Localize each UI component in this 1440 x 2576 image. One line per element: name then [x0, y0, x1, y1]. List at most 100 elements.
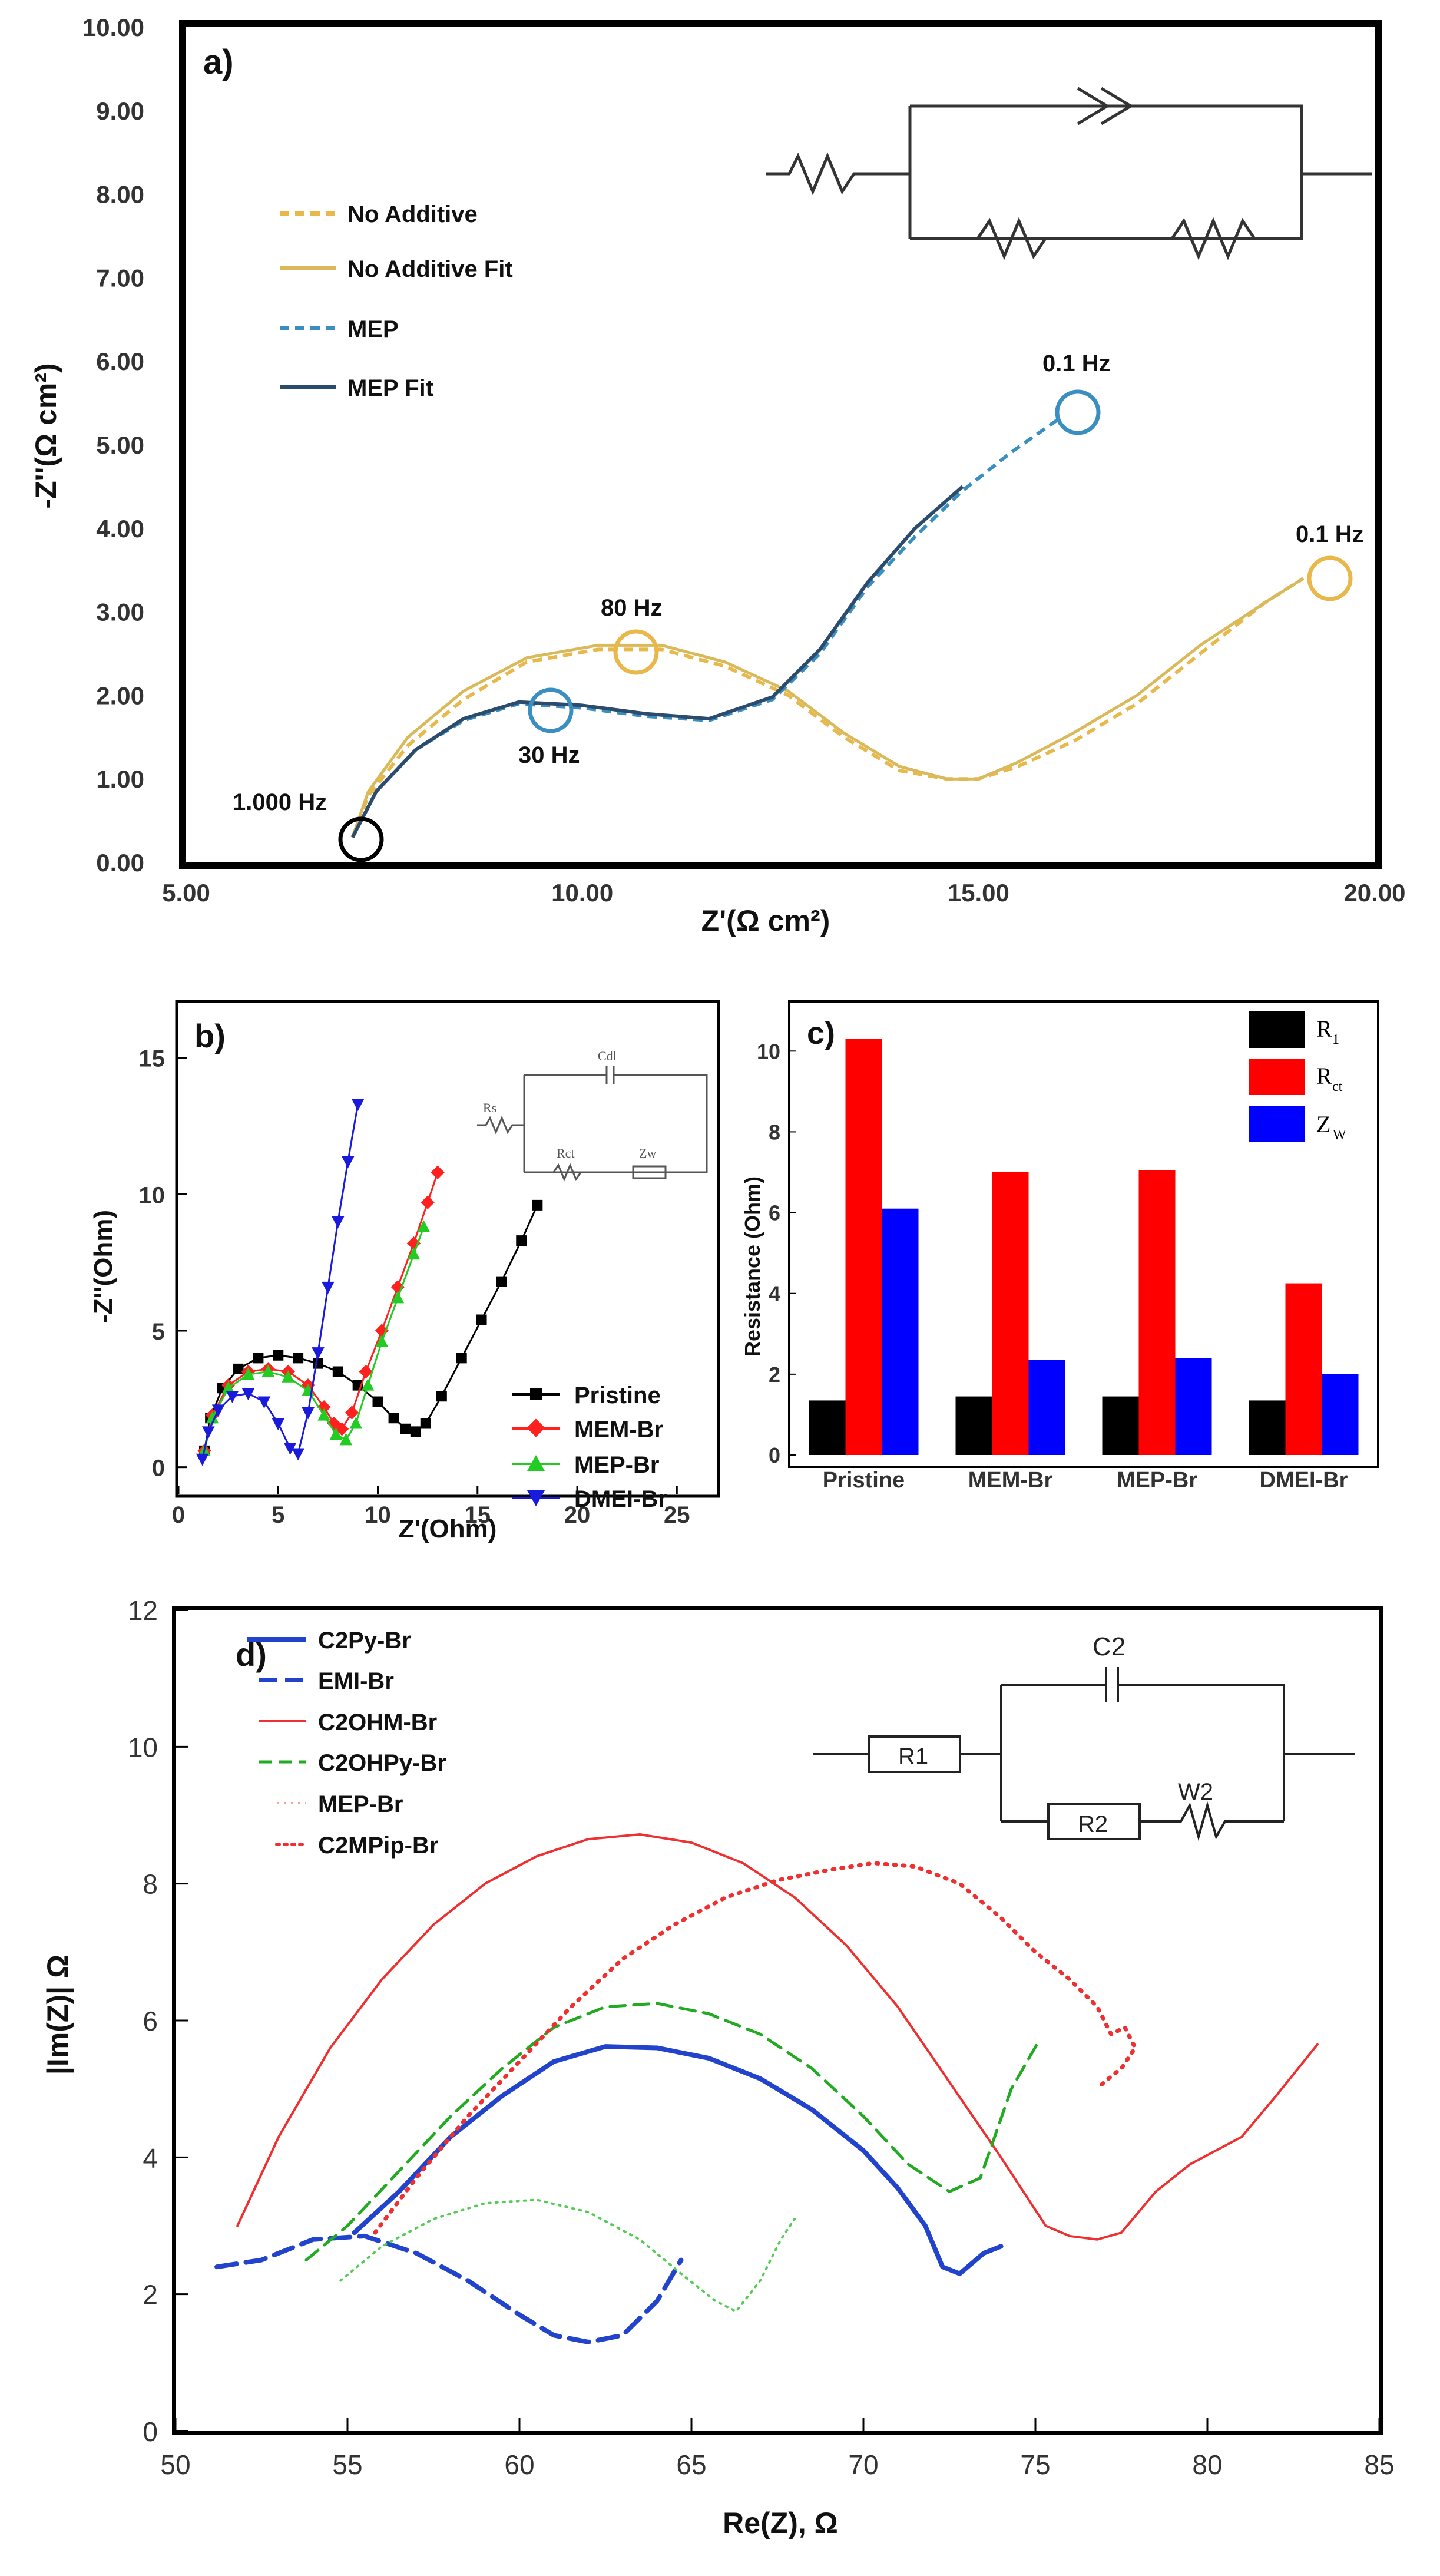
- panel-c-y-tick-3: 6: [769, 1201, 780, 1225]
- circuit-label-w2: W2: [1178, 1779, 1213, 1805]
- panel-b-point-mep-br-4: [261, 1364, 275, 1377]
- panel-c-bar-zw-mem-br: [1028, 1360, 1065, 1455]
- legend-marker-dmei-br: [527, 1490, 545, 1506]
- panel-a-label: a): [203, 43, 234, 81]
- panel-d-x-tick-4: 70: [848, 2449, 878, 2480]
- panel-d-y-tick-3: 6: [143, 2006, 158, 2036]
- panel-b-point-mep-br-14: [407, 1247, 421, 1260]
- panel-c-category-label-mem-br: MEM-Br: [968, 1468, 1053, 1493]
- panel-c-bar-r1-pristine: [809, 1400, 846, 1455]
- panel-b-point-mep-br-9: [339, 1433, 353, 1446]
- panel-b-point-pristine-11: [388, 1413, 399, 1424]
- legend-label-no-additive-fit: No Additive Fit: [347, 256, 513, 282]
- panel-b-point-pristine-16: [456, 1353, 467, 1364]
- panel-b-x-tick-4: 20: [564, 1502, 591, 1528]
- panel-b-point-mem-br-14: [406, 1236, 421, 1251]
- panel-d-series-emi-br: [214, 2233, 684, 2344]
- panel-c-category-label-pristine: Pristine: [823, 1468, 905, 1493]
- panel-c-label: c): [807, 1016, 835, 1051]
- panel-b-point-mep-br-2: [221, 1381, 235, 1394]
- panel-c-bar-r1-mem-br: [955, 1396, 992, 1455]
- panel-b-point-dmei-br-2: [211, 1404, 225, 1417]
- legend-label-mep-fit: MEP Fit: [347, 375, 433, 401]
- panel-b-point-mem-br-11: [359, 1364, 373, 1379]
- panel-b-series-line-mep-br: [203, 1226, 425, 1451]
- panel-d-frame: [172, 1606, 1383, 2435]
- panel-c-bar-zw-pristine: [882, 1208, 919, 1455]
- panel-b-point-pristine-17: [476, 1314, 487, 1325]
- panel-b-point-mep-br-10: [349, 1416, 363, 1429]
- panel-d-y-tick-1: 2: [143, 2280, 158, 2310]
- legend-label-rct: R: [1316, 1063, 1332, 1089]
- panel-b-point-pristine-12: [400, 1423, 411, 1434]
- panel-b-point-mep-br-5: [282, 1370, 294, 1383]
- panel-c-y-tick-0: 0: [769, 1443, 780, 1467]
- marker-1000hz: [338, 816, 384, 862]
- annotation-1000hz: 1.000 Hz: [233, 789, 327, 815]
- panel-a-x-tick-2: 15.00: [948, 879, 1009, 907]
- panel-a-frequency-markers: [338, 389, 1353, 862]
- panel-a-y-tick-0: 0.00: [96, 849, 144, 877]
- annotation-30hz: 30 Hz: [518, 742, 580, 768]
- annotation-0.1hz-mep: 0.1 Hz: [1042, 350, 1111, 376]
- panel-b-point-pristine-18: [496, 1276, 507, 1287]
- panel-b-point-pristine-6: [293, 1353, 304, 1364]
- panel-b-point-dmei-br-7: [283, 1443, 297, 1455]
- panel-c-category-label-dmei-br: DMEI-Br: [1260, 1468, 1348, 1493]
- marker-0.1hz-mep: [1055, 389, 1101, 435]
- legend-label-r1: R: [1316, 1016, 1332, 1042]
- legend-label-mep-br: MEP-Br: [574, 1452, 659, 1478]
- panel-c-y-tick-2: 4: [769, 1282, 780, 1306]
- panel-b-point-mep-br-7: [317, 1408, 330, 1421]
- legend-subscript-zw: W: [1333, 1127, 1346, 1143]
- panel-b-y-axis-label: -Z''(Ohm): [89, 1210, 118, 1323]
- annotation-80hz: 80 Hz: [601, 595, 663, 621]
- panel-d-y-axis-label: |Im(Z)| Ω: [41, 1955, 75, 2075]
- panel-c-resistance-bar-chart: 0 2 4 6 8 10 Pristine MEM-Br MEP-Br DMEI-Br c) Re…: [740, 1000, 1379, 1493]
- panel-d-x-tick-1: 55: [332, 2449, 362, 2480]
- circuit-label-r1: R1: [898, 1744, 928, 1770]
- panel-b-point-mep-br-15: [417, 1220, 431, 1232]
- annotation-0.1hz-no-additive: 0.1 Hz: [1296, 521, 1364, 547]
- panel-b-point-pristine-13: [410, 1426, 421, 1437]
- panel-a-x-axis-label: Z'(Ω cm²): [701, 904, 830, 937]
- panel-b-legend: Pristine MEM-Br MEP-Br DMEI-Br: [512, 1383, 667, 1512]
- panel-a-plot-area: [350, 418, 1305, 838]
- panel-b-point-dmei-br-1: [201, 1426, 215, 1439]
- panel-b-point-dmei-br-5: [257, 1396, 271, 1409]
- legend-swatch-rct: [1249, 1059, 1305, 1095]
- panel-b-point-pristine-3: [233, 1363, 244, 1374]
- legend-label-mem-br: MEM-Br: [574, 1417, 663, 1443]
- panel-a-y-tick-4: 4.00: [96, 515, 144, 543]
- panel-a-series-mep-fit: [350, 485, 964, 838]
- panel-c-y-axis-label: Resistance (Ohm): [740, 1176, 764, 1357]
- panel-b-x-tick-3: 15: [465, 1502, 491, 1528]
- panel-b-point-dmei-br-11: [322, 1281, 335, 1294]
- panel-a-y-tick-9: 9.00: [96, 97, 144, 125]
- panel-a-y-tick-8: 8.00: [96, 181, 144, 209]
- panel-b-point-pristine-5: [273, 1350, 284, 1361]
- panel-c-plot-area: [809, 1039, 1359, 1455]
- panel-d-series-c2ohm-br: [236, 1833, 1319, 2241]
- panel-a-y-tick-2: 2.00: [96, 682, 144, 709]
- panel-b-point-dmei-br-12: [332, 1216, 345, 1229]
- panel-b-point-pristine-15: [436, 1391, 447, 1402]
- panel-d-y-tick-0: 0: [143, 2416, 158, 2447]
- panel-b-point-pristine-8: [332, 1366, 343, 1377]
- panel-b-point-dmei-br-6: [272, 1418, 285, 1431]
- panel-d-series-c2py-br: [352, 2044, 1004, 2276]
- panel-d-x-tick-0: 50: [160, 2449, 190, 2480]
- legend-label-pristine: Pristine: [574, 1383, 661, 1408]
- legend-label-mep-br: MEP-Br: [318, 1791, 403, 1817]
- panel-b-plot-area: [196, 1099, 543, 1466]
- panel-b-x-tick-0: 0: [172, 1502, 185, 1528]
- panel-b-tick-labels: 0 5 10 15 0 5 10 15 20 25: [139, 1046, 690, 1528]
- panel-d-x-axis-label: Re(Z), Ω: [723, 2506, 838, 2539]
- legend-label-no-additive: No Additive: [347, 201, 478, 227]
- panel-b-y-tick-0: 0: [152, 1456, 165, 1482]
- panel-c-bar-rct-dmei-br: [1285, 1283, 1322, 1455]
- panel-b-point-mem-br-7: [317, 1400, 331, 1414]
- panel-b-point-pristine-14: [420, 1418, 431, 1429]
- circuit-label-zw: Zw: [639, 1146, 656, 1160]
- panel-b-point-pristine-10: [372, 1396, 383, 1407]
